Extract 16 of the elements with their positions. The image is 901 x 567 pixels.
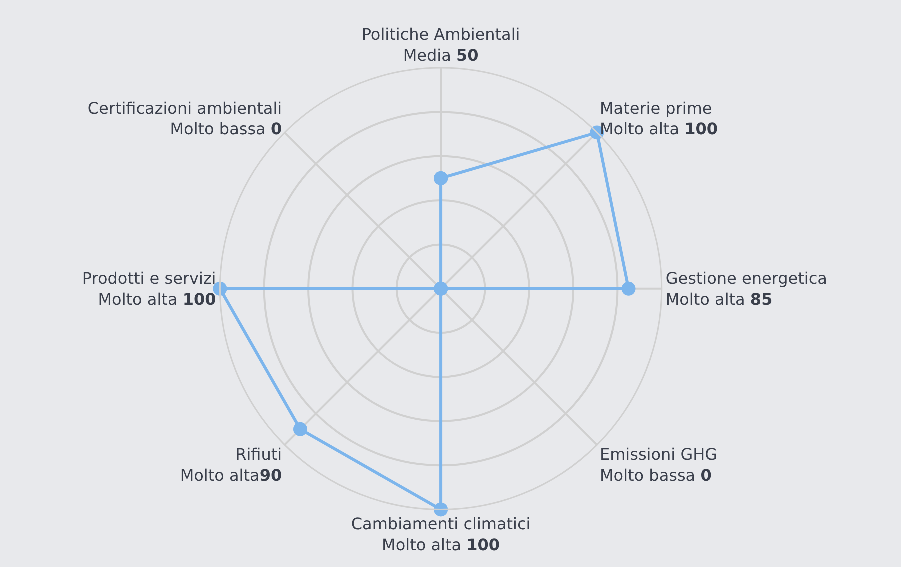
text: Molto bassa 0	[600, 466, 712, 485]
spoke-label: Emissioni GHG	[600, 445, 718, 464]
text: Molto alta 100	[600, 120, 718, 139]
spoke-label: Materie prime	[600, 98, 712, 118]
text: Molto alta 100	[98, 290, 216, 309]
spoke-label: Prodotti e servizi	[82, 269, 216, 288]
text: Molto bassa 0	[170, 120, 282, 139]
text: Molto alta90	[180, 466, 282, 485]
text: Molto alta 100	[382, 535, 500, 554]
spoke-label: Cambiamenti climatici	[351, 514, 531, 534]
spoke-label: Rifiuti	[236, 445, 282, 464]
spoke-label: Gestione energetica	[666, 269, 828, 288]
text: Media 50	[403, 46, 479, 65]
spoke-label: Politiche Ambientali	[362, 25, 520, 44]
text: Molto alta 85	[666, 290, 773, 309]
spoke-label: Certificazioni ambientali	[88, 98, 282, 118]
